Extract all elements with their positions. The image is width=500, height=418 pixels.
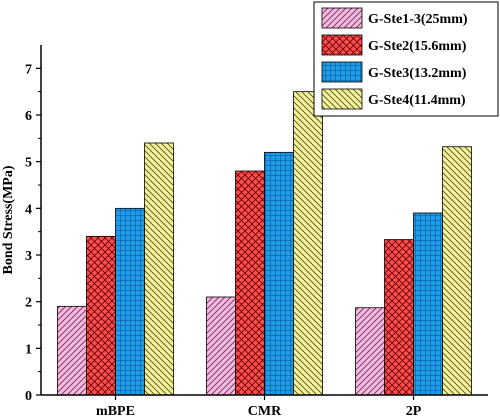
legend: G-Ste1-3(25mm) G-Ste2(15.6mm) G-Ste3(13.2m… [313, 1, 499, 117]
x-axis-ticks: mBPE CMR 2P [96, 395, 422, 418]
bar-mbpe-series-2 [86, 235, 116, 396]
x-tick-label: mBPE [96, 404, 135, 418]
legend-swatch-1 [321, 7, 363, 29]
legend-label-2: G-Ste2(15.6mm) [368, 39, 467, 54]
legend-swatch-2 [321, 34, 363, 56]
legend-swatch-4 [321, 88, 363, 110]
y-axis-label: Bond Stress(MPa) [1, 165, 16, 274]
y-tick-label: 1 [25, 342, 32, 357]
bar-cmr-series-4 [293, 91, 323, 396]
x-tick-label: CMR [248, 404, 282, 418]
legend-label-1: G-Ste1-3(25mm) [368, 12, 468, 27]
bar-mbpe-series-3 [115, 207, 145, 396]
bar-2p-series-2 [384, 239, 414, 396]
bar-2p-series-1 [355, 307, 385, 396]
y-tick-label: 7 [25, 62, 32, 77]
y-tick-label: 4 [25, 202, 32, 217]
legend-swatch-3 [321, 61, 363, 83]
y-tick-label: 3 [25, 249, 32, 264]
bar-cmr-series-3 [264, 151, 294, 396]
bar-cmr-series-2 [235, 170, 265, 396]
bars-layer [57, 91, 472, 396]
bar-2p-series-4 [442, 146, 472, 396]
bar-mbpe-series-1 [57, 305, 87, 396]
bar-mbpe-series-4 [144, 142, 174, 396]
bar-cmr-series-1 [206, 296, 236, 396]
x-tick-label: 2P [406, 404, 422, 418]
y-axis-ticks: 0 1 2 3 4 5 6 7 [25, 62, 41, 404]
y-tick-label: 2 [25, 296, 32, 311]
y-tick-label: 5 [25, 156, 32, 171]
legend-label-4: G-Ste4(11.4mm) [368, 93, 466, 108]
y-tick-label: 0 [25, 389, 32, 404]
y-tick-label: 6 [25, 109, 32, 124]
bar-2p-series-3 [413, 212, 443, 396]
legend-label-3: G-Ste3(13.2mm) [368, 66, 467, 81]
